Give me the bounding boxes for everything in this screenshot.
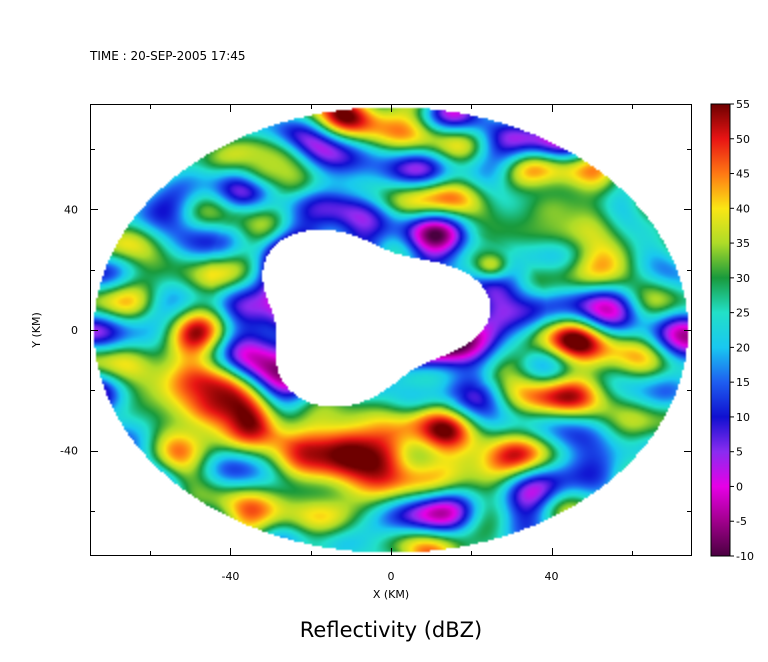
- colorbar-tick-label: 45: [736, 168, 750, 181]
- x-tick-label: 0: [388, 570, 395, 583]
- x-axis-label: X (KM): [373, 588, 409, 601]
- chart-title: Reflectivity (dBZ): [300, 618, 482, 642]
- reflectivity-field: [90, 104, 692, 556]
- axis-tick-labels: -40 0 40 -40 0 40: [60, 203, 559, 583]
- colorbar-tick-label: -10: [736, 550, 754, 563]
- x-tick-label: 40: [545, 570, 559, 583]
- y-axis-label: Y (KM): [30, 312, 43, 349]
- colorbar-tick-label: 0: [736, 480, 743, 493]
- axis-ticks: [90, 104, 692, 556]
- colorbar-tick-label: 35: [736, 237, 750, 250]
- colorbar-tick-label: 25: [736, 307, 750, 320]
- colorbar-tick-label: 20: [736, 341, 750, 354]
- colorbar-tick-label: 40: [736, 202, 750, 215]
- x-tick-label: -40: [221, 570, 239, 583]
- colorbar-tick-label: 10: [736, 411, 750, 424]
- colorbar-tick-label: 50: [736, 133, 750, 146]
- colorbar-tick-label: 5: [736, 446, 743, 459]
- colorbar-tick-label: 15: [736, 376, 750, 389]
- y-tick-label: 0: [71, 324, 78, 337]
- colorbar-tick-label: 30: [736, 272, 750, 285]
- colorbar-tick-label: 55: [736, 98, 750, 111]
- y-tick-label: 40: [64, 203, 78, 216]
- colorbar-gradient: [710, 103, 731, 557]
- colorbar-tick-label: -5: [736, 515, 747, 528]
- plot-area: -40 0 40 -40 0 40: [60, 104, 692, 583]
- time-stamp: TIME : 20-SEP-2005 17:45: [89, 49, 246, 63]
- y-tick-label: -40: [60, 445, 78, 458]
